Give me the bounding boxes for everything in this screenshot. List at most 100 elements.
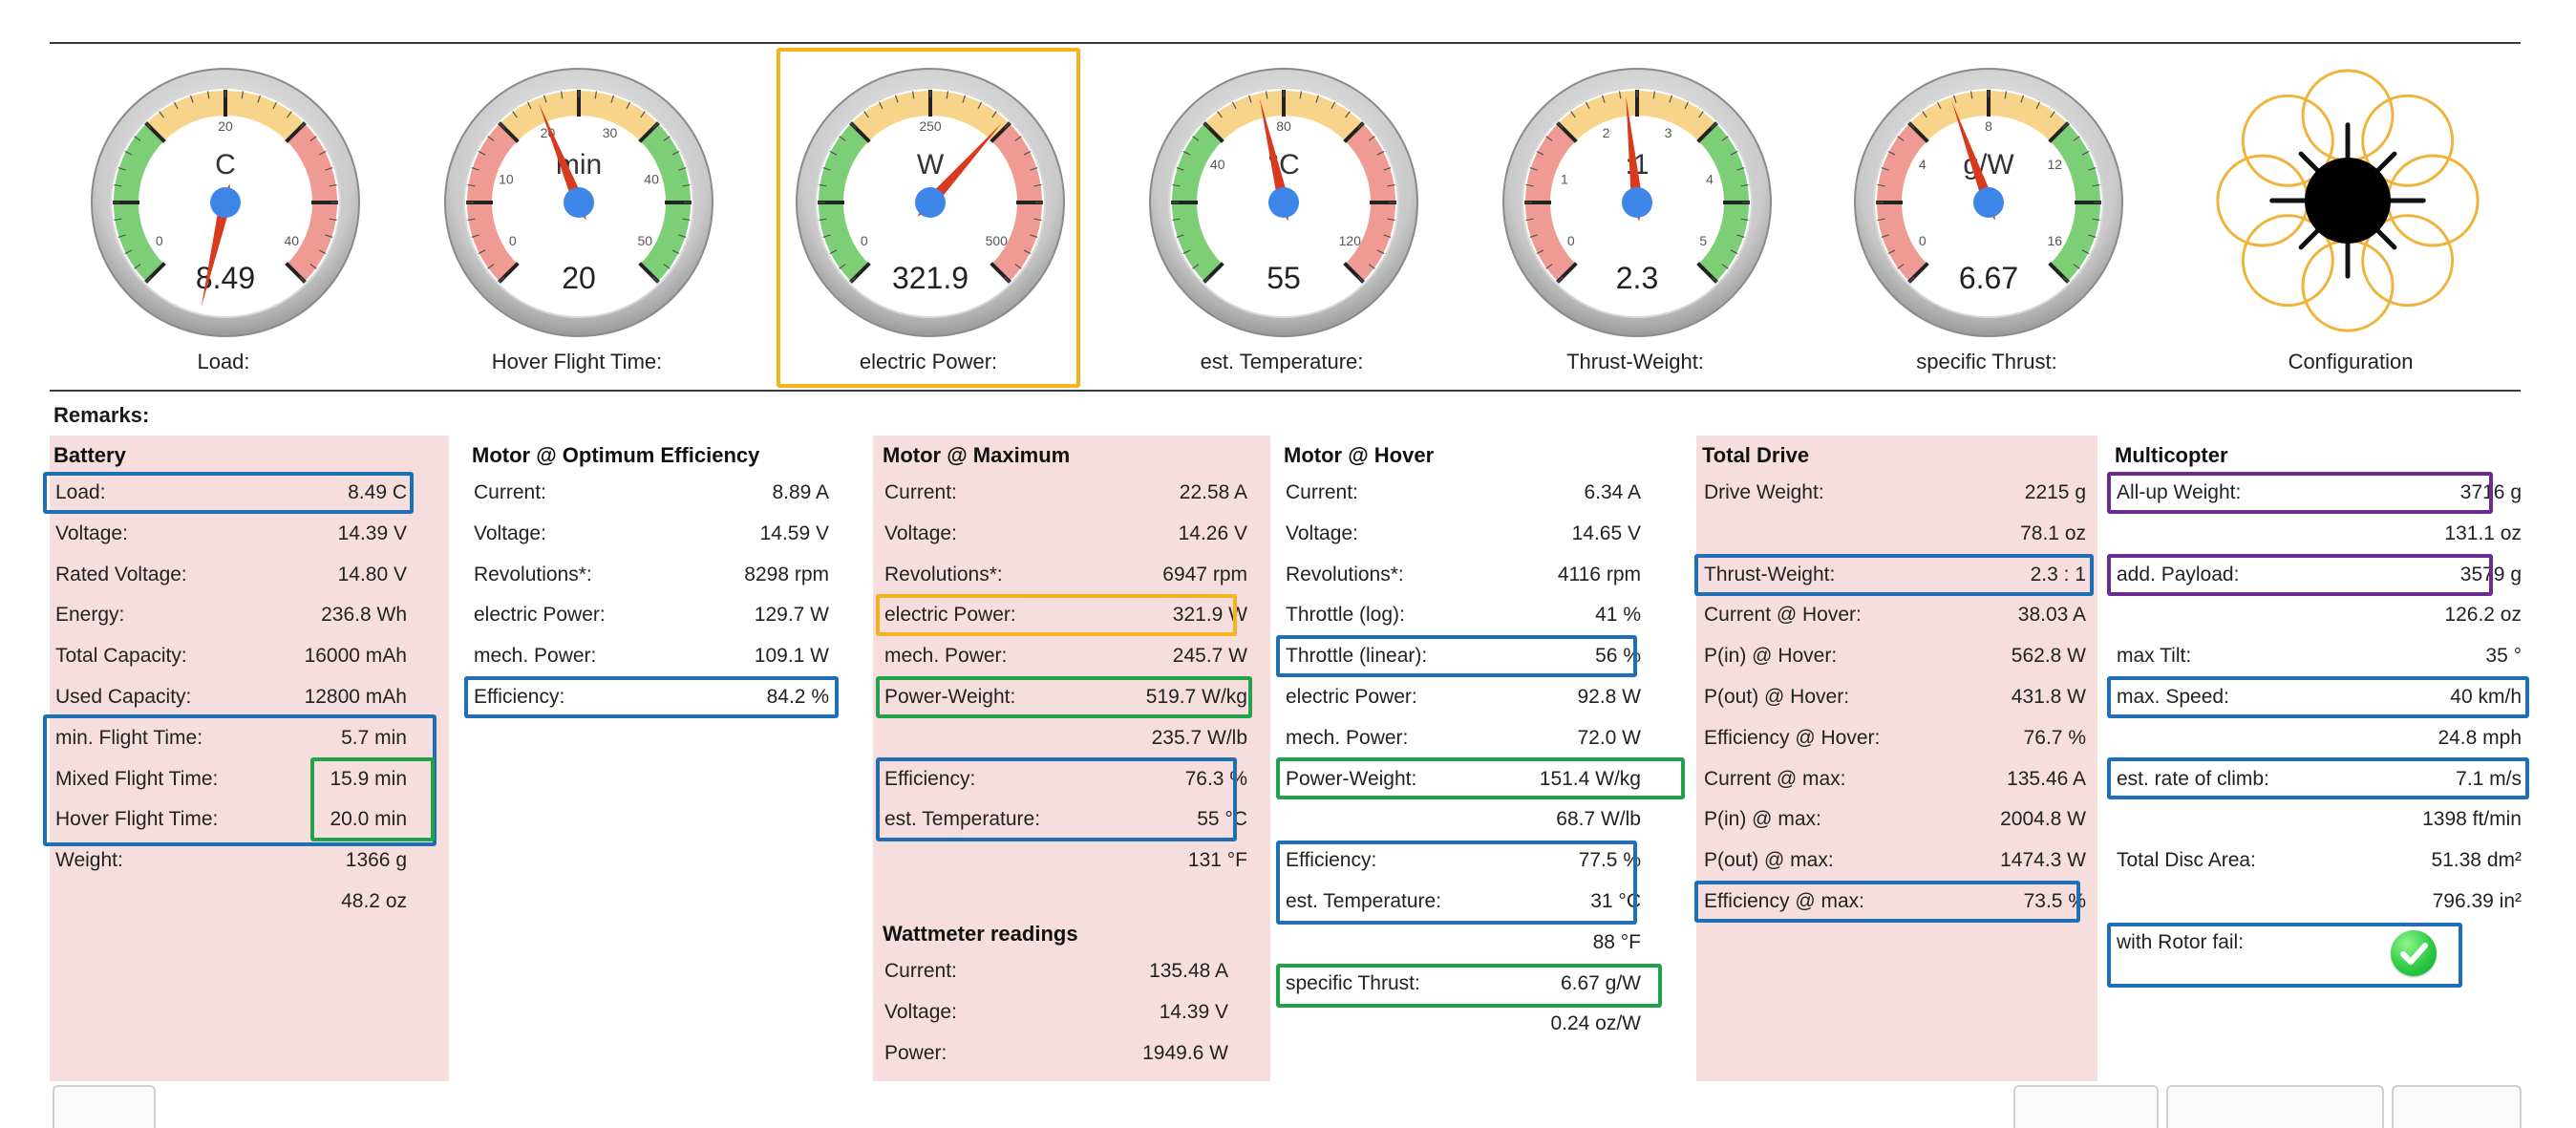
gauge-minor-tick: [134, 136, 141, 141]
gauge-minor-tick: [2073, 264, 2080, 269]
row-label: est. rate of climb:: [2117, 767, 2269, 790]
gauge-tick-label: 3: [1665, 125, 1672, 140]
row-label: Current:: [884, 960, 957, 982]
row-value: 6.67 g/W: [1560, 971, 1641, 994]
row-label: Efficiency @ max:: [1704, 890, 1864, 912]
table-row: Efficiency: 77.5 %: [1280, 840, 1647, 881]
gauge-minor-tick: [610, 95, 615, 103]
gauge-minor-tick: [1368, 136, 1375, 141]
efficiency-max-highlight: [1694, 881, 2080, 923]
bottom-tab-button[interactable]: [53, 1085, 156, 1128]
row-value: 109.1 W: [754, 645, 829, 668]
row-label: Efficiency:: [474, 686, 565, 708]
gauge-minor-tick: [241, 91, 245, 99]
gauge-minor-tick: [652, 122, 659, 129]
gauge-minor-tick: [145, 122, 152, 129]
row-value: 77.5 %: [1578, 849, 1641, 872]
gauge-minor-tick: [663, 136, 671, 141]
gauge-caption: electric Power:: [859, 350, 998, 373]
table-row: electric Power: 92.8 W: [1280, 676, 1647, 717]
gauge-minor-tick: [1231, 101, 1237, 110]
gauge-minor-tick: [1652, 91, 1656, 99]
gauge-hub: [564, 187, 594, 218]
row-value: 40 km/h: [2450, 686, 2522, 708]
row-label: Energy:: [55, 604, 125, 627]
row-value: 38.03 A: [2017, 604, 2086, 627]
all-up-weight-highlight: [2107, 472, 2493, 514]
bottom-action-button-2[interactable]: [2166, 1085, 2384, 1128]
table-row: max Tilt: 35 °: [2111, 635, 2527, 676]
gauge-minor-tick: [2092, 183, 2100, 187]
table-row: 78.1 oz: [1698, 513, 2092, 554]
row-label: Efficiency:: [1286, 849, 1377, 872]
gauge-minor-tick: [1881, 166, 1889, 171]
table-row: Weight: 1366 g: [50, 840, 413, 881]
gauge-minor-tick: [1684, 101, 1690, 110]
row-value: 8298 rpm: [744, 563, 829, 585]
row-value: 76.7 %: [2023, 726, 2086, 749]
gauge-minor-tick: [325, 166, 333, 171]
row-value: 8.49 C: [348, 481, 407, 503]
mid-divider: [50, 390, 2521, 392]
gauge-minor-tick: [2092, 218, 2100, 222]
row-label: Current:: [1286, 481, 1358, 503]
top-divider: [50, 42, 2521, 44]
bottom-action-button-1[interactable]: [2013, 1085, 2159, 1128]
row-label: Voltage:: [884, 521, 957, 544]
gauge-minor-tick: [962, 95, 967, 103]
max-power-weight-highlight: [876, 676, 1252, 718]
row-label: Efficiency @ Hover:: [1704, 726, 1881, 749]
gauge-minor-tick: [1525, 218, 1534, 222]
table-row: Throttle (log): 41 %: [1280, 594, 1647, 635]
row-value: 92.8 W: [1577, 686, 1641, 708]
row-label: Drive Weight:: [1704, 481, 1824, 503]
row-value: 519.7 W/kg: [1145, 686, 1247, 708]
gauge-tick-label: 0: [861, 233, 868, 248]
gauge-minor-tick: [682, 183, 691, 187]
gauge-minor-tick: [1721, 136, 1729, 141]
row-label: add. Payload:: [2117, 563, 2240, 585]
row-label: Voltage:: [474, 521, 546, 544]
gauge-minor-tick: [850, 122, 857, 129]
row-value: 0.24 oz/W: [1550, 1012, 1641, 1035]
table-row: Power-Weight: 151.4 W/kg: [1280, 758, 1647, 799]
configuration-icon[interactable]: [2212, 65, 2489, 342]
gauge-caption: Thrust-Weight:: [1566, 350, 1704, 373]
gauge-tick-label: 80: [1276, 118, 1291, 134]
gauge-minor-tick: [1192, 136, 1200, 141]
gauge-minor-tick: [1331, 101, 1336, 110]
gauge-minor-tick: [1936, 101, 1942, 110]
row-value: 16000 mAh: [304, 645, 407, 668]
row-label: Current @ Hover:: [1704, 604, 1862, 627]
gauge-minor-tick: [206, 91, 210, 99]
row-label: electric Power:: [1286, 686, 1417, 708]
row-value: 1949.6 W: [1142, 1041, 1228, 1064]
table-row: est. Temperature: 31 °C: [1280, 881, 1647, 922]
table-row: Voltage: 14.39 V: [50, 513, 413, 554]
gauge: 0 10 20 30 40 50 min 20: [443, 67, 714, 338]
gauge-minor-tick: [1376, 150, 1385, 156]
row-value: 235.7 W/lb: [1151, 726, 1247, 749]
table-row: 131 °F: [879, 840, 1253, 881]
gauge-minor-tick: [1172, 183, 1181, 187]
row-value: 562.8 W: [2011, 645, 2086, 668]
bottom-action-button-3[interactable]: [2392, 1085, 2522, 1128]
gauge-minor-tick: [124, 249, 133, 255]
row-label: P(out) @ max:: [1704, 849, 1834, 872]
gauge-value: 20: [562, 261, 596, 295]
add-payload-highlight: [2107, 554, 2493, 596]
gauge-tick-label: 5: [1699, 233, 1707, 248]
gauge-minor-tick: [1299, 91, 1303, 99]
row-label: Weight:: [55, 849, 123, 872]
battery-load-highlight: [43, 472, 414, 514]
row-value: 2004.8 W: [2000, 808, 2086, 831]
gauge-hub: [1973, 187, 2004, 218]
gauge-minor-tick: [1711, 276, 1717, 283]
total-drive-panel: [1696, 436, 2097, 1081]
gauge-tick-label: 2: [1603, 125, 1610, 140]
battery-flight-time-highlight: [43, 714, 436, 846]
gauge-minor-tick: [839, 136, 846, 141]
gauge-minor-tick: [863, 111, 869, 118]
table-row: Current @ max: 135.46 A: [1698, 758, 2092, 799]
gauge-minor-tick: [819, 183, 827, 187]
